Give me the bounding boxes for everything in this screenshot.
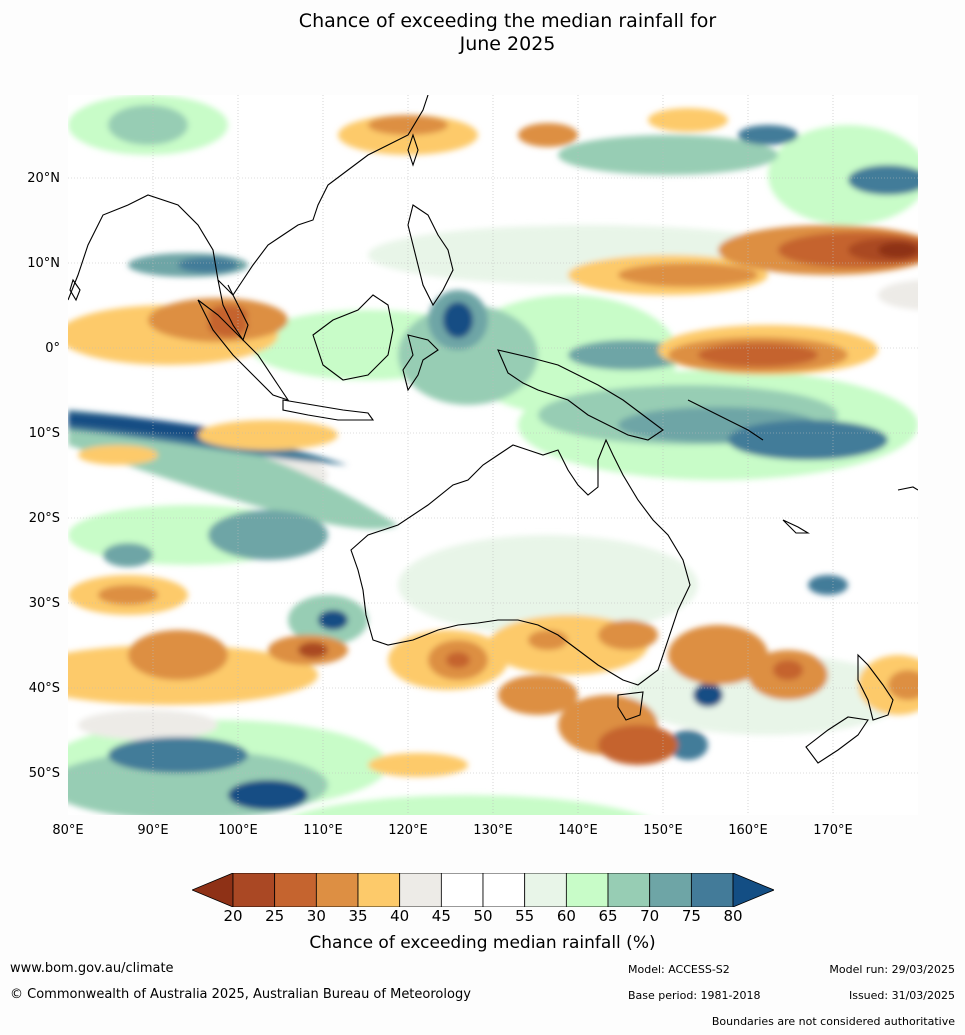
- lon-label-100e: 100°E: [218, 823, 258, 838]
- solomon-islands-coastline: [687, 399, 764, 441]
- lon-label-80e: 80°E: [52, 823, 84, 838]
- model-run-date: Model run: 29/03/2025: [829, 963, 955, 976]
- rainfall-map-svg: [68, 95, 918, 815]
- colorbar-swatch-55-60: [524, 873, 567, 907]
- lat-label-30s: 30°S: [28, 596, 60, 611]
- colorbar-tick-30: 30: [306, 907, 326, 925]
- title-line-2: June 2025: [459, 33, 556, 55]
- colorbar-tick-25: 25: [265, 907, 285, 925]
- colorbar-tick-60: 60: [556, 907, 576, 925]
- model-name: Model: ACCESS-S2: [628, 963, 730, 976]
- colorbar-tick-80: 80: [723, 907, 743, 925]
- colorbar-swatch-65-70: [607, 873, 651, 907]
- colorbar-tick-20: 20: [223, 907, 243, 925]
- lat-label-40s: 40°S: [28, 681, 60, 696]
- colorbar-tick-50: 50: [473, 907, 493, 925]
- colorbar-swatch-30-35: [315, 873, 359, 907]
- base-period: Base period: 1981-2018: [628, 989, 761, 1002]
- lon-label-90e: 90°E: [137, 823, 169, 838]
- colorbar-tick-65: 65: [598, 907, 618, 925]
- colorbar-swatch-45-50: [440, 873, 484, 907]
- website-link[interactable]: www.bom.gov.au/climate: [10, 961, 174, 976]
- lat-label-10s: 10°S: [28, 426, 60, 441]
- philippines-coastline: [407, 204, 454, 307]
- colorbar-swatch-40-45: [399, 873, 442, 907]
- colorbar-tick-70: 70: [640, 907, 660, 925]
- map-title: Chance of exceeding the median rainfall …: [0, 10, 965, 56]
- tasmania-coastline: [617, 691, 644, 721]
- colorbar-swatch-50-55: [482, 873, 526, 907]
- lon-label-160e: 160°E: [728, 823, 768, 838]
- lon-label-110e: 110°E: [303, 823, 343, 838]
- lon-label-130e: 130°E: [473, 823, 513, 838]
- asia-coastline: [68, 95, 429, 301]
- lon-label-140e: 140°E: [558, 823, 598, 838]
- colorbar-tick-40: 40: [390, 907, 410, 925]
- rainfall-map: [68, 95, 918, 815]
- new-guinea-coastline: [497, 349, 664, 441]
- colorbar-label: Chance of exceeding median rainfall (%): [309, 933, 656, 953]
- lat-label-50s: 50°S: [28, 766, 60, 781]
- lon-label-150e: 150°E: [643, 823, 683, 838]
- borneo-coastline: [312, 294, 394, 381]
- colorbar-tick-35: 35: [348, 907, 368, 925]
- graticule: [68, 95, 918, 815]
- colorbar-below-20-swatch: [192, 873, 234, 907]
- colorbar-swatch-35-40: [357, 873, 401, 907]
- colorbar-swatch-60-65: [565, 873, 609, 907]
- malay-peninsula-coastline: [217, 279, 249, 342]
- lon-label-120e: 120°E: [388, 823, 428, 838]
- coastlines: [68, 95, 918, 764]
- sri-lanka-coastline: [69, 278, 81, 302]
- copyright-text: © Commonwealth of Australia 2025, Austra…: [10, 987, 471, 1002]
- colorbar-segments: [192, 873, 774, 907]
- colorbar-tick-45: 45: [431, 907, 451, 925]
- new-zealand-north-island: [857, 653, 894, 721]
- java-coastline: [282, 399, 375, 421]
- taiwan-coastline: [407, 133, 419, 167]
- colorbar-swatch-75-80: [690, 873, 734, 907]
- colorbar-tick-75: 75: [681, 907, 701, 925]
- lat-label-20s: 20°S: [28, 511, 60, 526]
- colorbar-swatch-70-75: [649, 873, 692, 907]
- issued-date: Issued: 31/03/2025: [848, 989, 955, 1002]
- colorbar: [192, 873, 774, 907]
- fiji-coastline: [897, 486, 918, 491]
- colorbar-swatch-25-30: [274, 873, 317, 907]
- boundary-disclaimer: Boundaries are not considered authoritat…: [711, 1015, 955, 1028]
- colorbar-above-80-swatch: [732, 873, 774, 907]
- new-zealand-south-island: [805, 716, 869, 764]
- lat-label-0: 0°: [45, 341, 60, 356]
- lat-label-10n: 10°N: [27, 256, 60, 271]
- new-caledonia-coastline: [782, 519, 810, 534]
- lat-label-20n: 20°N: [27, 171, 60, 186]
- colorbar-tick-55: 55: [515, 907, 535, 925]
- sumatra-coastline: [197, 299, 290, 402]
- title-line-1: Chance of exceeding the median rainfall …: [298, 10, 717, 32]
- australia-coastline: [350, 438, 691, 686]
- sulawesi-coastline: [402, 334, 439, 392]
- lon-label-170e: 170°E: [813, 823, 853, 838]
- colorbar-swatch-20-25: [232, 873, 276, 907]
